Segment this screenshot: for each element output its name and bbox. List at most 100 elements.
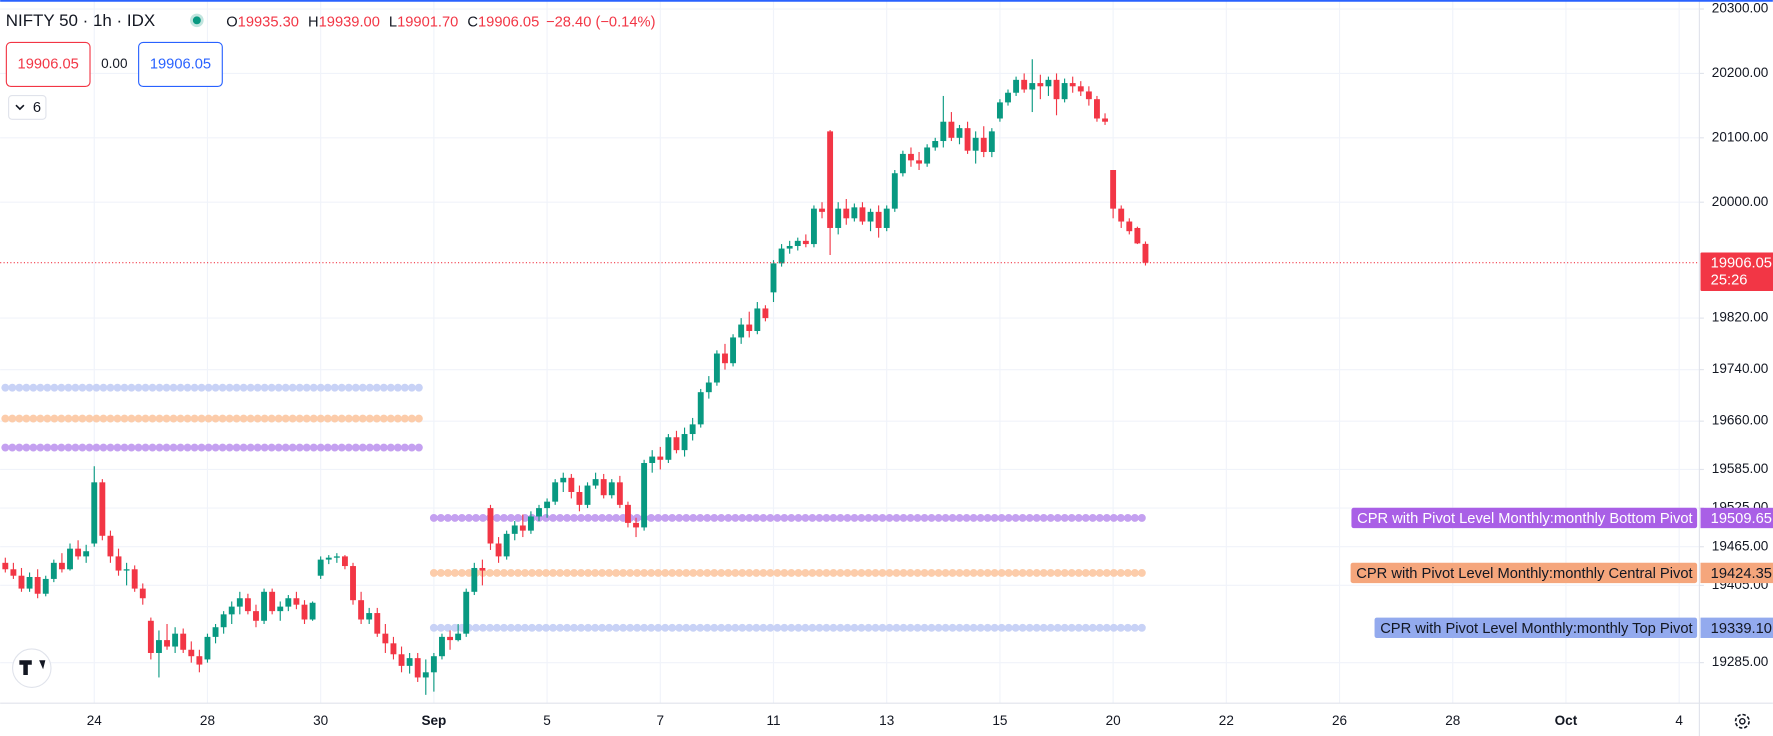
candle-body <box>665 437 672 460</box>
candle-body <box>228 606 235 615</box>
candle-body <box>988 131 995 152</box>
y-tick-label: 19285.00 <box>1712 654 1769 669</box>
candle-body <box>350 566 356 601</box>
buy-button[interactable] <box>138 41 223 88</box>
y-tick-label: 20000.00 <box>1712 194 1769 209</box>
candle-body <box>802 240 809 245</box>
candle-body <box>980 137 987 152</box>
collapse-button[interactable] <box>8 94 47 120</box>
candle-body <box>196 656 203 665</box>
candle-body <box>1053 79 1060 100</box>
candle-body <box>649 456 656 464</box>
grid <box>0 0 1700 704</box>
candle-body <box>932 141 939 148</box>
ohlc-legend: O19935.30 H19939.00 L19901.70 C19906.05 −28.… <box>226 14 655 30</box>
candle-body <box>414 658 421 678</box>
buy-price: 19906.05 <box>150 56 211 72</box>
candle-body <box>99 482 106 536</box>
candle-body <box>568 477 575 492</box>
symbol-title[interactable]: NIFTY 50 · 1h · IDX <box>6 11 155 30</box>
x-tick-label: 24 <box>87 713 103 728</box>
candle-body <box>83 551 90 557</box>
candle-body <box>301 604 308 620</box>
candle-body <box>730 337 737 364</box>
candle-body <box>891 173 898 209</box>
ohlc-change: −28.40 (−0.14%) <box>546 14 655 30</box>
candle-body <box>1134 227 1141 244</box>
candle-body <box>1045 79 1052 87</box>
candle-body <box>471 567 478 592</box>
candle-body <box>180 633 187 650</box>
candle-body <box>447 636 453 641</box>
candle-body <box>50 562 57 579</box>
candle-body <box>325 557 332 560</box>
ohlc-value: 19906.05 <box>478 14 539 30</box>
collapse-count: 6 <box>33 100 41 116</box>
y-tick-label: 20300.00 <box>1712 1 1769 16</box>
candle-body <box>398 654 405 666</box>
candle-body <box>479 567 486 571</box>
candle-body <box>778 248 785 264</box>
settings-icon[interactable] <box>1734 713 1750 729</box>
candle-body <box>115 556 122 571</box>
candle-body <box>236 598 243 607</box>
y-tick-label: 19740.00 <box>1712 361 1769 376</box>
candle-body <box>18 575 25 589</box>
candle-body <box>576 491 583 505</box>
sell-button[interactable] <box>5 41 91 88</box>
candle-body <box>463 591 470 634</box>
x-tick-label: 5 <box>543 713 551 728</box>
pivot-name: CPR with Pivot Level Monthly:monthly Cen… <box>1356 566 1692 582</box>
candle-body <box>705 382 712 393</box>
candle-body <box>123 569 130 571</box>
x-tick-label: 20 <box>1106 713 1121 728</box>
ohlc-key: L <box>389 14 397 30</box>
candle-body <box>244 598 251 612</box>
x-tick-label: 22 <box>1219 713 1234 728</box>
candle-body <box>560 477 567 483</box>
candle-body <box>536 508 542 517</box>
candle-body <box>1029 83 1036 90</box>
candle-body <box>996 102 1003 119</box>
y-tick-label: 19585.00 <box>1712 461 1769 476</box>
pivot-value-tag <box>1700 617 1773 638</box>
ohlc-value: 19935.30 <box>238 14 299 30</box>
candle-body <box>681 434 688 451</box>
axis-layer: 19285.0019405.0019465.0019525.0019585.00… <box>87 1 1769 728</box>
pivot-value-label: 19339.10 <box>1711 621 1772 637</box>
logo[interactable] <box>12 648 52 688</box>
candle-body <box>26 576 33 589</box>
candle-body <box>770 263 777 293</box>
candle-body <box>738 324 745 338</box>
candle-body <box>713 353 720 383</box>
chevron-icon <box>15 104 25 111</box>
candle-body <box>341 556 348 567</box>
pivot-value-label: 19509.65 <box>1711 511 1772 527</box>
ohlc-key: C <box>467 14 478 30</box>
pivot-name-tag <box>1351 507 1698 529</box>
candle-body <box>948 121 955 138</box>
candle-body <box>673 437 680 451</box>
y-tick-label: 20200.00 <box>1712 65 1769 80</box>
candle-body <box>366 613 373 620</box>
candle-body <box>762 308 769 319</box>
candle-body <box>439 636 445 657</box>
candle-body <box>382 633 389 644</box>
candle-body <box>859 207 866 222</box>
x-tick-label: 11 <box>766 713 780 728</box>
candle-body <box>527 516 534 531</box>
y-tick-label: 19465.00 <box>1712 538 1769 553</box>
candle-body <box>67 548 73 570</box>
pivot-value-label: 19424.35 <box>1711 566 1772 582</box>
candle-body <box>908 153 914 161</box>
candle-body <box>374 613 381 634</box>
sell-price: 19906.05 <box>18 56 79 72</box>
x-tick-label: 13 <box>879 713 894 728</box>
ohlc-key: O <box>226 14 237 30</box>
candle-body <box>697 392 704 425</box>
ohlc-value: 19901.70 <box>397 14 458 30</box>
candle-body <box>58 562 65 570</box>
pivot-name-tag <box>1350 562 1698 584</box>
candle-body <box>689 424 696 435</box>
gear-outline <box>1734 713 1750 729</box>
